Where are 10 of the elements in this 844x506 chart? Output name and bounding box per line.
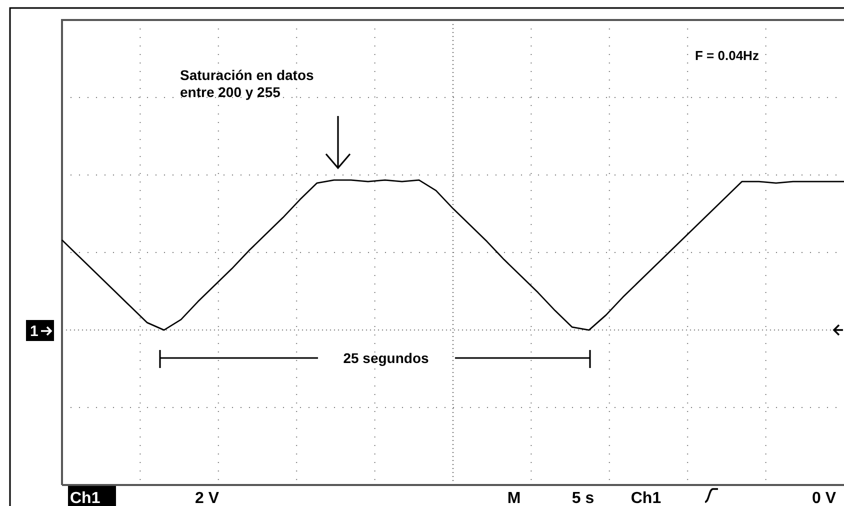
text: M bbox=[507, 490, 521, 506]
text: Ch1 bbox=[70, 490, 100, 506]
text: F = 0.04Hz bbox=[695, 48, 760, 63]
text: 25 segundos bbox=[343, 350, 429, 366]
text: 1 bbox=[30, 323, 38, 340]
text: Saturación en datos entre 200 y 255 bbox=[180, 67, 314, 100]
text: 2 V bbox=[194, 490, 220, 506]
text: Ch1 bbox=[630, 490, 662, 506]
text: 0 V bbox=[812, 490, 836, 506]
text: 5 s bbox=[572, 490, 594, 506]
